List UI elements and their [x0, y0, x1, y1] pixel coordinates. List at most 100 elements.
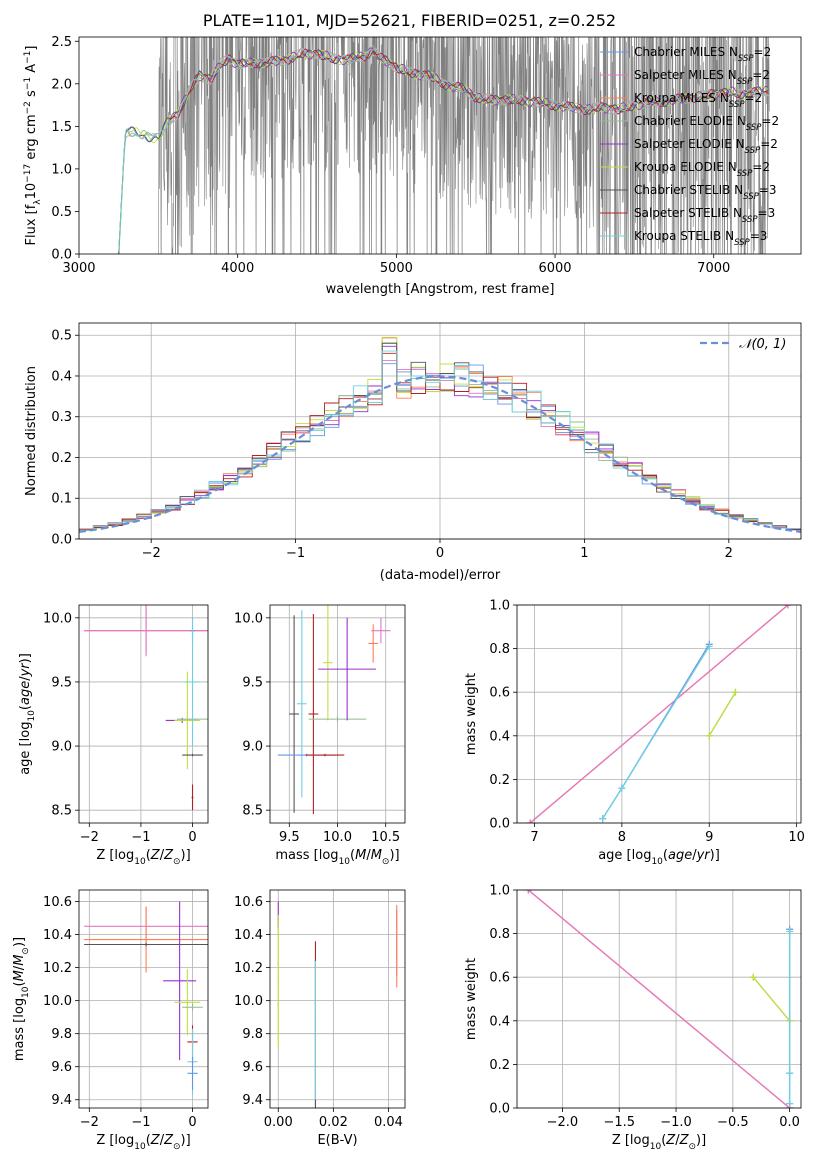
- x-tick-label: 10: [788, 830, 805, 845]
- errorbar-salpeter-stelib: [308, 613, 319, 815]
- ticks-weight_vs_Z: −2.0 −1.5 −1.0 −0.5 0.0 0.0 0.2 0.4 0.6 0.8 1.0 Z […: [464, 884, 800, 1153]
- ticks-weight_vs_age: 7 8 9 10 0.0 0.2 0.4 0.6 0.8 1.0 age [log10(age/yr…: [464, 599, 805, 868]
- x-axis-label: E(B-V): [317, 1133, 357, 1148]
- y-tick-label: 0.0: [51, 248, 72, 263]
- y-tick-label: 0.8: [489, 642, 510, 657]
- weight-marker: [705, 732, 713, 740]
- errorbar-kroupa-stelib: [314, 961, 317, 1100]
- weight-line: [602, 646, 710, 819]
- y-tick-label: 9.4: [242, 1093, 263, 1108]
- x-tick-label: −0.5: [717, 1115, 749, 1130]
- y-tick-label: 9.0: [51, 740, 72, 755]
- x-tick-label: 7000: [697, 261, 730, 276]
- errorbar-salpeter-miles: [84, 605, 208, 657]
- y-tick-label: 9.0: [242, 740, 263, 755]
- axes-mass_vs_ebv: 0.00 0.02 0.04 9.4 9.6 9.8 10.0 10.2 10.4 10.6 E(B…: [234, 889, 406, 1148]
- plot-area-weight_vs_Z: [524, 890, 794, 1108]
- grid-mass_vs_ebv: [270, 890, 405, 1108]
- weight-series-salpeter-miles: [524, 890, 794, 1108]
- ticks-age_vs_Z: −2 −1 0 8.5 9.0 9.5 10.0 Z [log10(Z/Z⊙)] age [lo…: [18, 611, 197, 867]
- x-tick-label: −1.5: [603, 1115, 635, 1130]
- y-tick-label: 10.2: [234, 961, 263, 976]
- model-line-kroupa-elodie: [118, 49, 770, 254]
- model-line-salpeter-stelib: [167, 48, 769, 124]
- plot-area-mass_vs_Z: [84, 901, 208, 1095]
- y-tick-label: 0.0: [489, 1102, 510, 1117]
- y-axis-label: mass [log10(M/M⊙)]: [12, 937, 31, 1061]
- y-tick-label: 10.2: [43, 961, 72, 976]
- x-tick-label: 8: [618, 830, 626, 845]
- x-tick-label: −1: [131, 1115, 150, 1130]
- errorbar-kroupa-elodie: [174, 671, 201, 770]
- ticks-residuals: −2 −1 0 1 2 0.0 0.1 0.2 0.3 0.4 0.5 (data-model)/er…: [24, 329, 733, 583]
- x-tick-label: 0.00: [264, 1115, 293, 1130]
- errorbar-salpeter-miles: [371, 617, 391, 644]
- weight-marker: [784, 605, 792, 609]
- legend-entry: Kroupa MILES NSSP=2: [634, 91, 762, 110]
- y-tick-label: 9.6: [242, 1060, 263, 1075]
- y-tick-label: 0.5: [51, 329, 72, 344]
- axes-frame: [516, 604, 802, 824]
- x-tick-label: 6000: [538, 261, 571, 276]
- errorbar-salpeter-elodie: [163, 901, 197, 1061]
- legend-residuals: 𝒩(0, 1): [700, 337, 786, 352]
- weight-marker: [749, 973, 757, 981]
- axes-frame: [269, 604, 406, 824]
- weight-series-kroupa-stelib: [599, 642, 713, 823]
- errorbar-kroupa-miles: [396, 904, 398, 988]
- y-tick-label: 9.5: [242, 675, 263, 690]
- x-axis-label: Z [log10(Z/Z⊙)]: [612, 1133, 706, 1152]
- legend-entry: Salpeter MILES NSSP=2: [634, 68, 770, 87]
- x-axis-label: Z [log10(Z/Z⊙)]: [96, 848, 190, 867]
- ticks-spectrum: 3000 4000 5000 6000 7000 0.0 0.5 1.0 1.5 2.0 2.5 wa…: [23, 35, 730, 297]
- y-tick-label: 1.0: [489, 599, 510, 614]
- legend-entry: Kroupa STELIB NSSP=3: [634, 229, 767, 248]
- x-tick-label: −1.0: [660, 1115, 692, 1130]
- axes-residuals: −2 −1 0 1 2 0.0 0.1 0.2 0.3 0.4 0.5 (data-model)/er…: [24, 322, 802, 583]
- x-axis-label: mass [log10(M/M⊙)]: [275, 848, 399, 867]
- x-axis-label: age [log10(age/yr)]: [598, 848, 720, 867]
- x-tick-label: 4000: [221, 261, 254, 276]
- errorbar-chabrier-stelib: [84, 942, 208, 947]
- weight-marker: [526, 819, 534, 823]
- y-tick-label: 9.8: [242, 1027, 263, 1042]
- weight-line: [708, 691, 737, 737]
- grid-age_vs_Z: [79, 605, 208, 823]
- x-tick-label: 0: [188, 1115, 196, 1130]
- y-tick-label: 0.0: [489, 817, 510, 832]
- legend-entry: Chabrier STELIB NSSP=3: [634, 183, 776, 202]
- y-tick-label: 9.5: [51, 675, 72, 690]
- axes-age_vs_mass: 9.5 10.0 10.5 8.5 9.0 9.5 10.0 mass [log10(M/M⊙…: [234, 604, 406, 867]
- errorbar-chabrier-miles: [187, 1056, 198, 1090]
- y-axis-label: Flux [fλ10−17 erg cm−2 s−1 A−1]: [23, 46, 43, 246]
- x-tick-label: 7: [530, 830, 538, 845]
- x-tick-label: −1: [286, 546, 305, 561]
- model-line-kroupa-stelib: [118, 48, 770, 252]
- legend-entry: Kroupa ELODIE NSSP=2: [634, 160, 770, 179]
- plot-area-spectrum: [118, 37, 770, 254]
- y-tick-label: 0.4: [489, 729, 510, 744]
- axes-frame: [516, 889, 802, 1109]
- plot-area-age_vs_Z: [84, 605, 208, 811]
- errorbar-kroupa-elodie: [174, 969, 201, 1036]
- errorbar-chabrier-stelib: [182, 753, 203, 757]
- y-tick-label: 2.5: [51, 35, 72, 50]
- errorbar-kroupa-stelib: [297, 610, 307, 798]
- y-tick-label: 0.3: [51, 410, 72, 425]
- ticks-age_vs_mass: 9.5 10.0 10.5 8.5 9.0 9.5 10.0 mass [log10(M/M⊙…: [234, 611, 400, 867]
- x-tick-label: 0: [188, 830, 196, 845]
- x-tick-label: 0.0: [779, 1115, 800, 1130]
- data-spectrum-line: [158, 37, 770, 254]
- y-tick-label: 0.6: [489, 971, 510, 986]
- grid-mass_vs_Z: [79, 890, 208, 1108]
- y-tick-label: 10.4: [234, 928, 263, 943]
- weight-series-kroupa-elodie: [749, 973, 794, 1025]
- plot-area-residuals: [79, 336, 801, 539]
- errorbar-kroupa-miles: [368, 624, 378, 663]
- weight-line: [752, 976, 791, 1022]
- y-tick-label: 9.8: [51, 1027, 72, 1042]
- y-tick-label: 10.6: [234, 895, 263, 910]
- y-tick-label: 0.6: [489, 686, 510, 701]
- x-tick-label: 10.5: [371, 830, 400, 845]
- y-tick-label: 1.0: [489, 884, 510, 899]
